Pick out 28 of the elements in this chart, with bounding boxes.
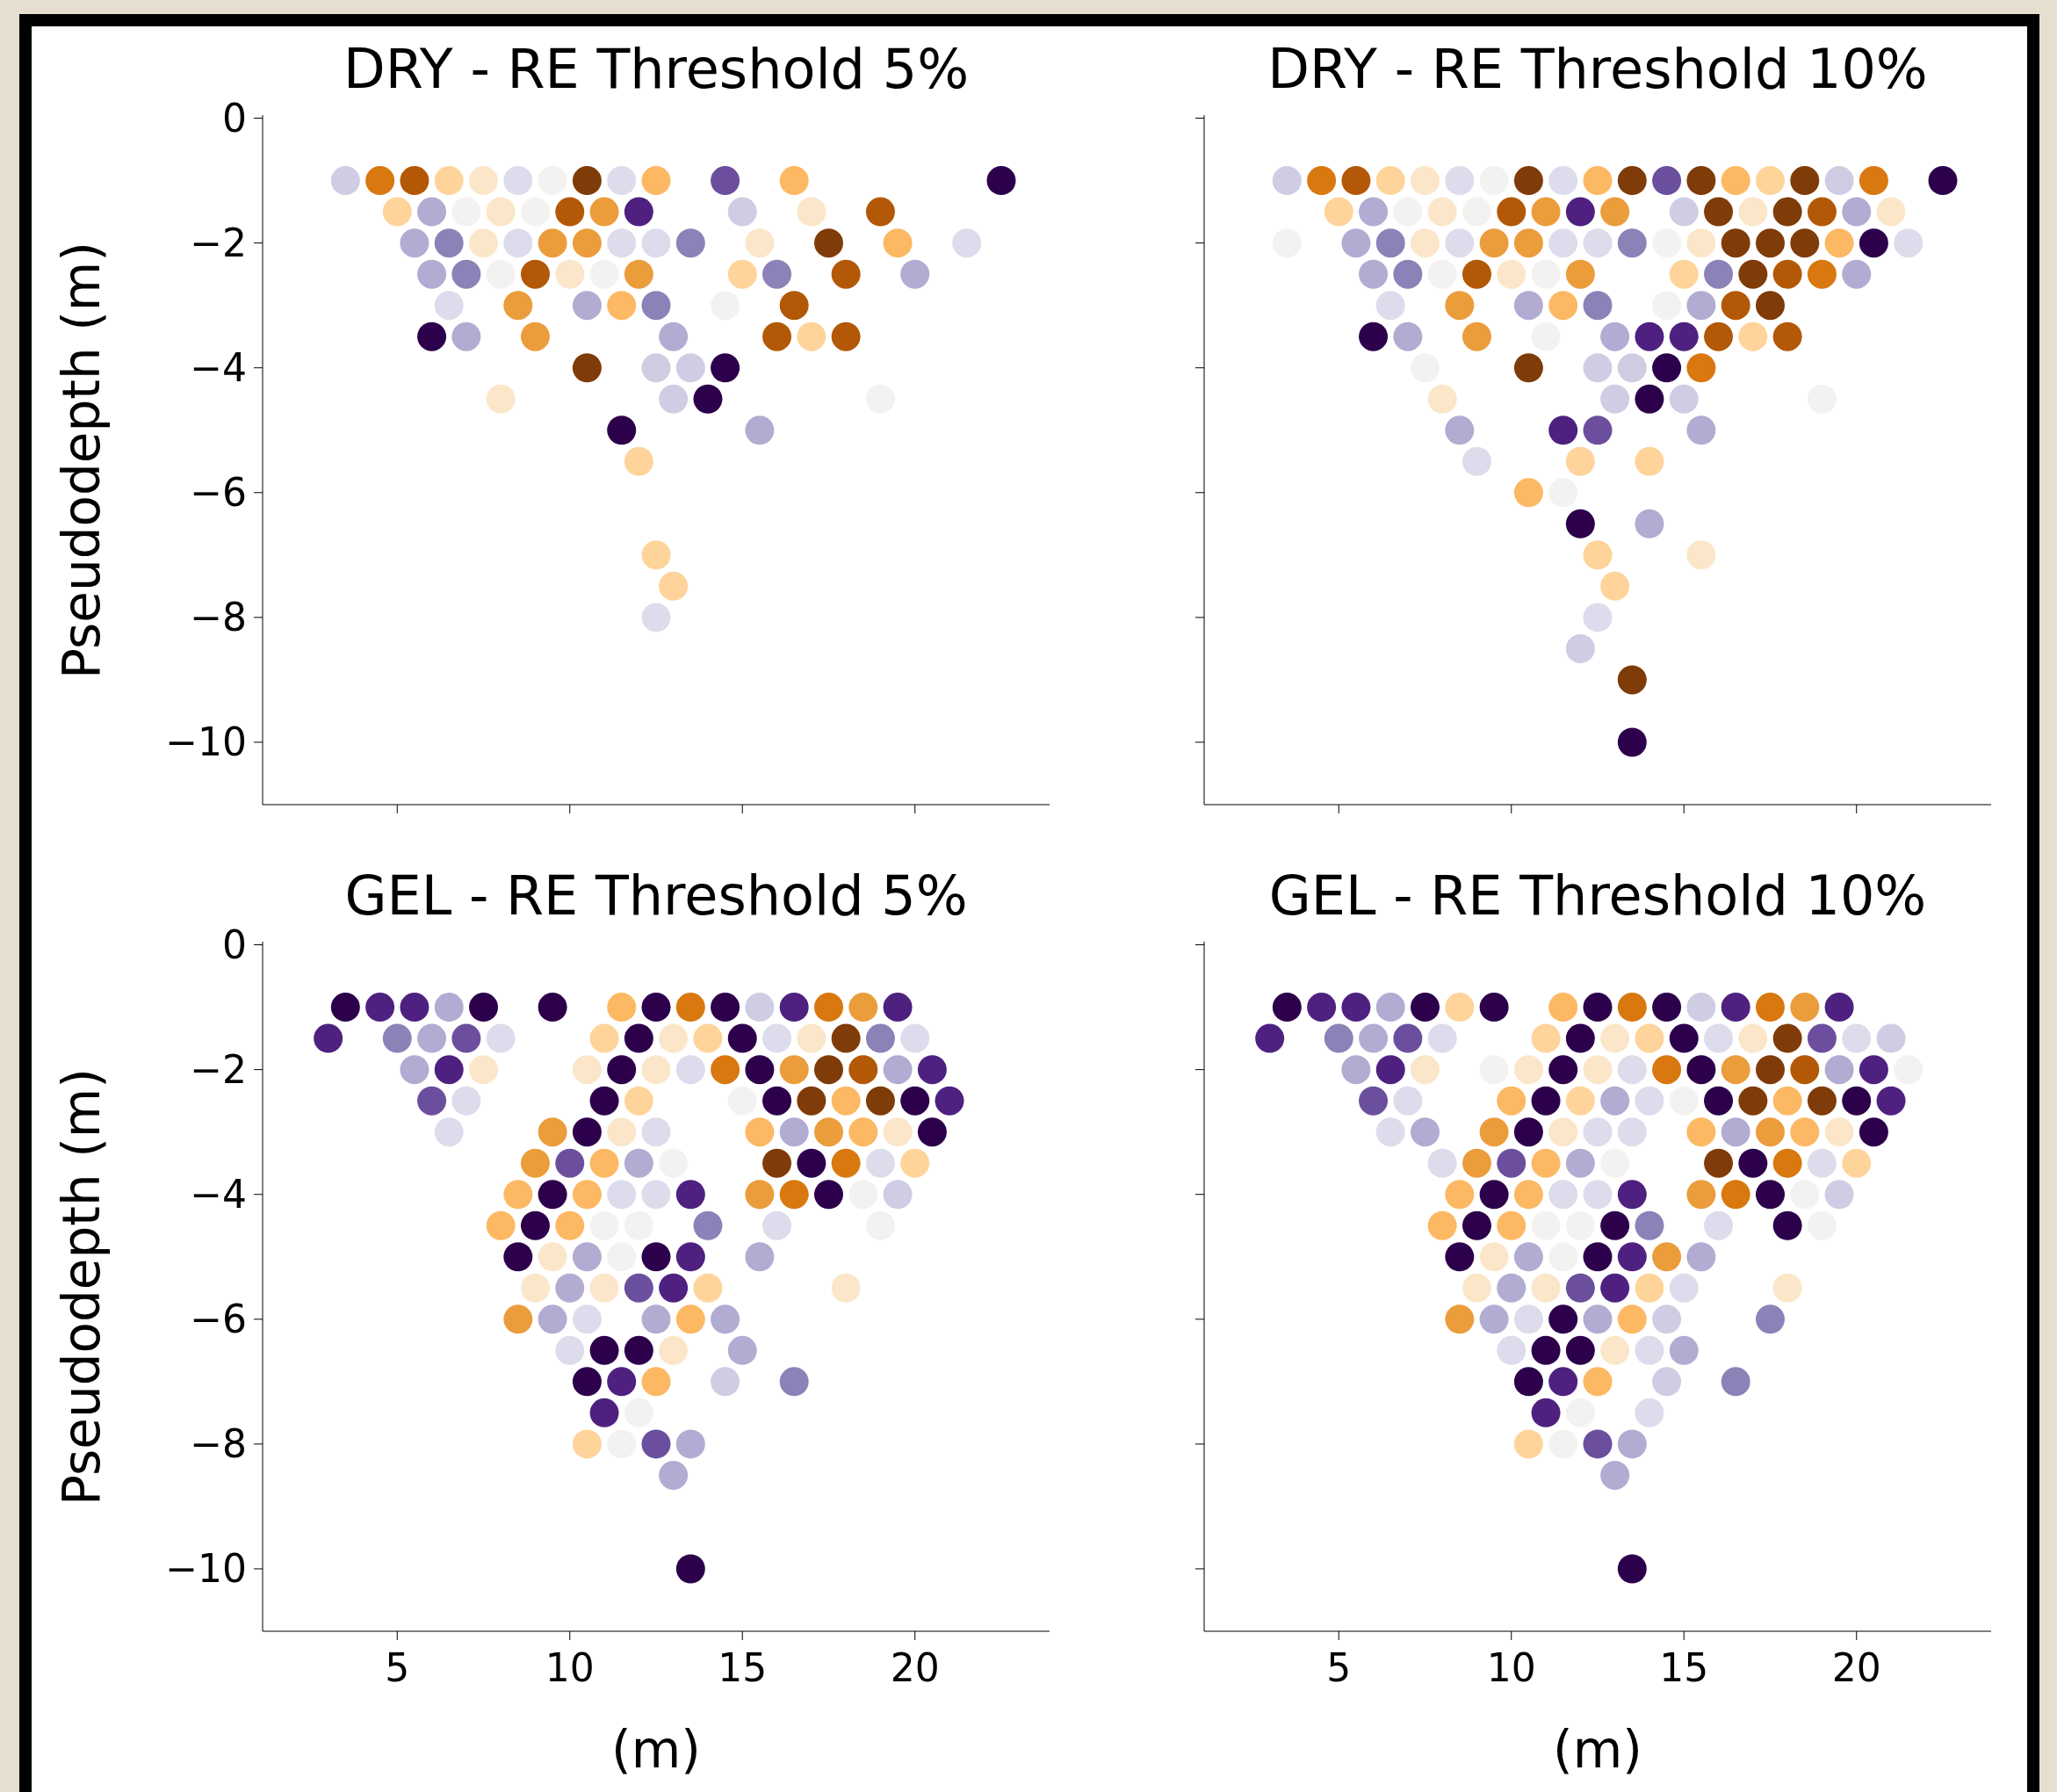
y-tick-label: −2: [190, 1047, 247, 1093]
chart-title: DRY - RE Threshold 5%: [343, 37, 970, 101]
y-tick-label: −10: [165, 719, 247, 765]
y-axis-title: Pseudodepth (m): [50, 1066, 112, 1507]
x-tick-label: 15: [718, 1645, 768, 1691]
y-tick-label: −8: [190, 595, 247, 640]
chart-title: DRY - RE Threshold 10%: [1267, 36, 1929, 103]
x-tick-label: 5: [1326, 1645, 1352, 1691]
y-tick-label: −8: [190, 1421, 247, 1467]
y-axis-title: Pseudodepth (m): [50, 240, 112, 681]
x-tick-label: 10: [1486, 1645, 1536, 1691]
y-tick-label: −4: [190, 1172, 247, 1218]
y-tick-label: 0: [222, 95, 247, 141]
y-tick-label: −2: [190, 220, 247, 266]
x-tick-label: 20: [1831, 1645, 1881, 1691]
x-tick-label: 5: [385, 1645, 410, 1691]
y-tick-label: −10: [165, 1546, 247, 1592]
y-tick-label: −4: [190, 345, 247, 391]
chart-title: GEL - RE Threshold 5%: [344, 863, 968, 928]
x-axis-title: (m): [610, 1719, 702, 1781]
x-axis-title: (m): [1552, 1719, 1643, 1781]
x-tick-label: 20: [890, 1645, 940, 1691]
y-tick-label: 0: [222, 921, 247, 967]
x-tick-label: 15: [1659, 1645, 1709, 1691]
y-tick-label: −6: [190, 1297, 247, 1342]
x-tick-label: 10: [545, 1645, 595, 1691]
y-tick-label: −6: [190, 470, 247, 516]
chart-title: GEL - RE Threshold 10%: [1267, 863, 1928, 929]
